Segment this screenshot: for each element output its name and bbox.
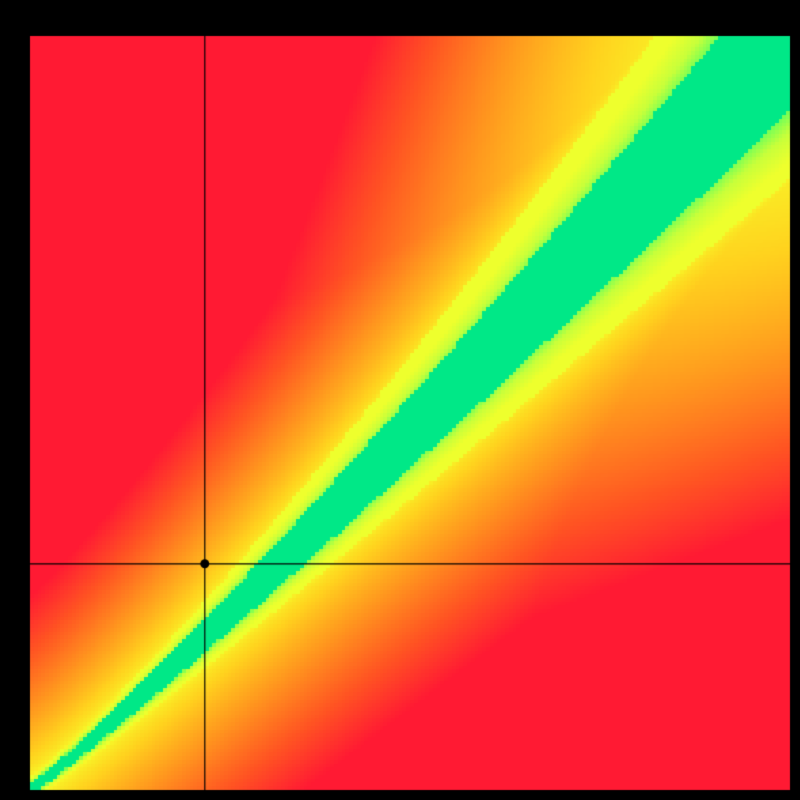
heatmap-canvas [0,0,800,800]
chart-container: TheBottleneck.com [0,0,800,800]
